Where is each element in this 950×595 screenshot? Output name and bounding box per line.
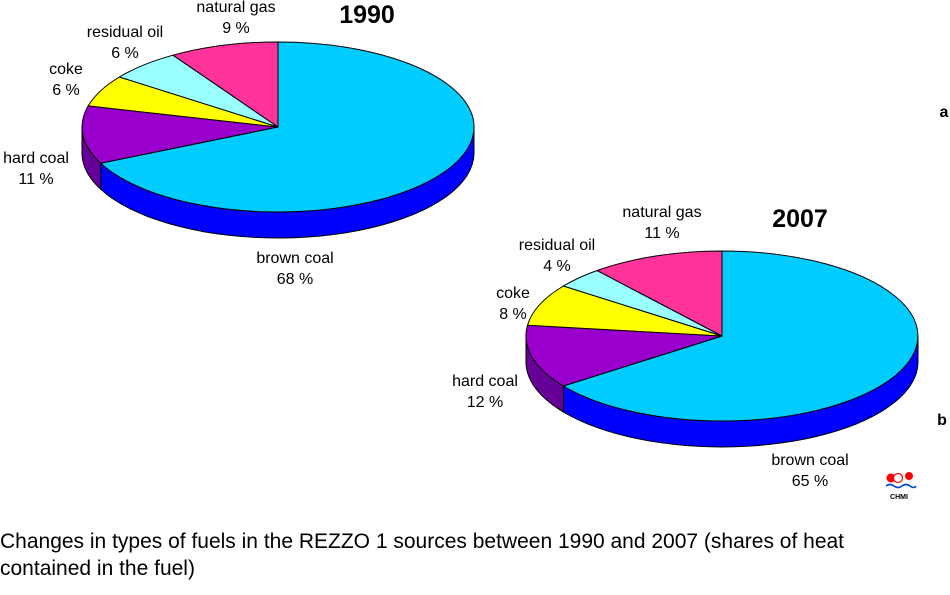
slice-label-natural-gas: natural gas [622,204,701,221]
slice-label-natural-gas: natural gas [196,0,275,16]
slice-value-natural-gas: 11 % [644,225,679,242]
panel-letter-b: b [937,412,947,429]
slice-value-coke: 6 % [52,82,80,99]
slice-natural-gas [595,250,723,337]
pie-charts: brown coal 68 % hard coal 11 % coke 6 % residu… [3,0,949,501]
figure-caption: Changes in types of fuels in the REZZO 1… [0,530,845,580]
slice-label-brown-coal: brown coal [771,452,848,469]
slice-value-natural-gas: 9 % [222,20,250,37]
slice-label-hard-coal: hard coal [3,150,69,167]
slice-brown-coal [99,41,475,213]
slice-label-hard-coal: hard coal [452,373,518,390]
slice-value-hard-coal: 12 % [467,394,503,411]
chmi-logo: CHMI [885,472,917,501]
slice-hard-coal [525,324,723,387]
slice-value-hard-coal: 11 % [18,171,53,188]
slice-label-coke: coke [49,61,83,78]
slice-label-brown-coal: brown coal [256,250,333,267]
slice-label-coke: coke [496,285,530,302]
slice-label-residual-oil: residual oil [87,24,163,41]
slice-value-residual-oil: 6 % [111,45,139,62]
pie-1990: brown coal 68 % hard coal 11 % coke 6 % residu… [3,0,475,288]
pie-1990-title: 1990 [339,1,395,29]
pie-2007-title: 2007 [772,205,828,233]
slice-hard-coal [81,105,279,164]
slice-value-brown-coal: 68 % [277,271,313,288]
slice-value-brown-coal: 65 % [792,473,828,490]
slice-label-residual-oil: residual oil [519,237,595,254]
panel-letter-a: a [940,104,949,121]
slice-value-residual-oil: 4 % [543,258,571,275]
slice-coke [526,285,723,337]
slice-brown-coal [562,250,919,422]
slice-natural-gas [171,41,279,128]
slice-value-coke: 8 % [499,306,527,323]
chmi-logo-text: CHMI [890,494,908,501]
pie-2007: brown coal 65 % hard coal 12 % coke 8 % residu… [452,204,919,490]
